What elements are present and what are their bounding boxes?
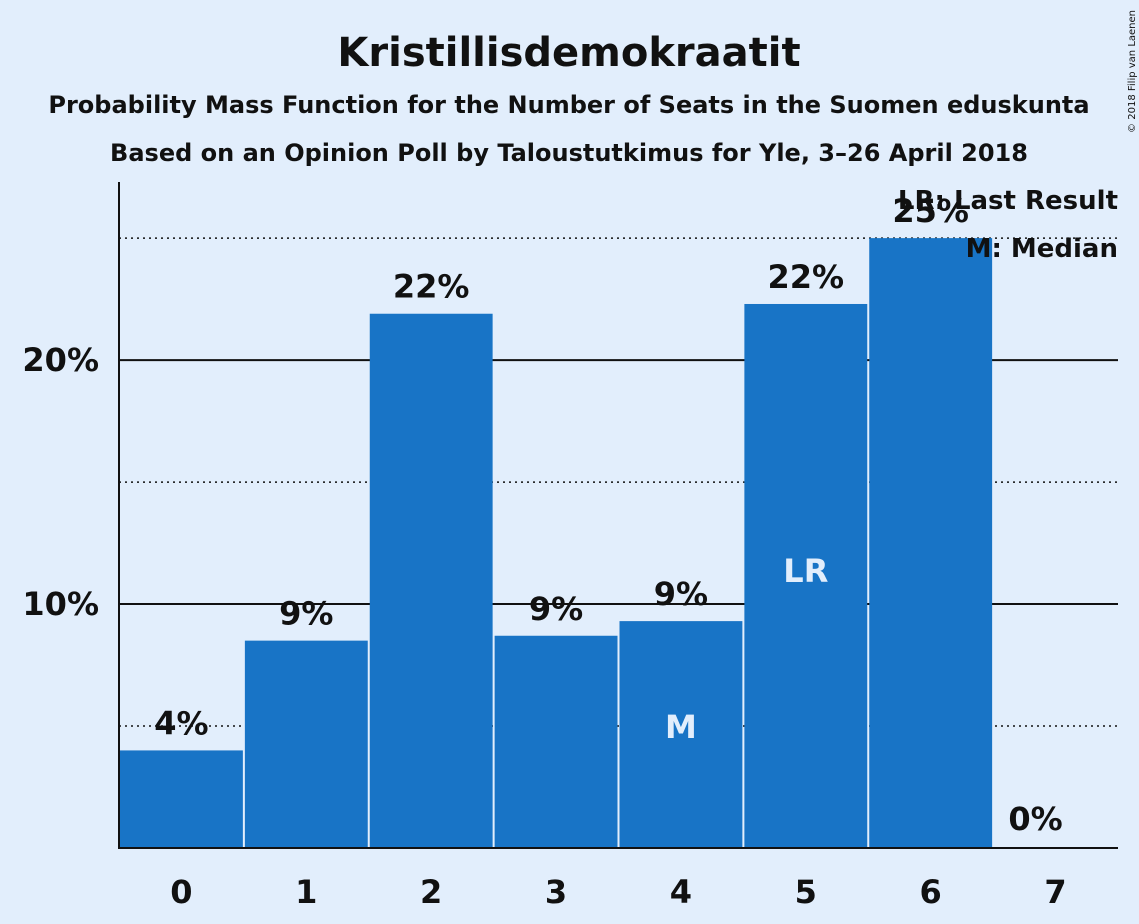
bar-3 [494,635,618,848]
value-label-6: 25% [892,192,969,230]
value-label-1: 9% [279,595,333,633]
value-label-7: 0% [1008,800,1062,838]
value-label-0: 4% [154,704,208,742]
x-tick-label: 3 [545,873,567,911]
value-label-4: 9% [654,575,708,613]
x-tick-label: 5 [795,873,817,911]
value-labels: 4% 9% 22% 9% 9% M 22% LR 25% 0% [154,192,1062,838]
bar-marker-m: M [665,708,697,746]
copyright-note: © 2018 Filip van Laenen [1127,10,1138,133]
bar-marker-lr: LR [783,552,828,590]
x-tick-label: 7 [1044,873,1066,911]
x-tick-label: 0 [170,873,192,911]
bar-2 [369,313,493,848]
value-label-5: 22% [768,258,845,296]
chart-title: Kristillisdemokraatit [337,30,800,76]
bar-4 [619,621,743,848]
y-tick-label: 20% [22,341,99,379]
x-tick-label: 1 [295,873,317,911]
chart-subtitle-1: Probability Mass Function for the Number… [48,91,1089,119]
bar-6 [869,238,993,849]
x-tick-label: 2 [420,873,442,911]
value-label-2: 22% [393,268,470,306]
chart-subtitle-2: Based on an Opinion Poll by Taloustutkim… [110,139,1028,167]
x-tick-label: 4 [670,873,692,911]
bar-0 [119,750,243,848]
x-axis: 0 1 2 3 4 5 6 7 [118,847,1118,911]
bars-group [119,238,993,849]
legend: LR: Last Result M: Median [898,186,1118,264]
legend-last-result: LR: Last Result [898,186,1118,216]
x-tick-label: 6 [920,873,942,911]
value-label-3: 9% [529,590,583,628]
y-tick-label: 10% [22,585,99,623]
bar-5 [744,303,868,848]
legend-median: M: Median [966,234,1118,264]
bar-1 [244,640,368,848]
y-axis: 10% 20% [22,182,120,848]
